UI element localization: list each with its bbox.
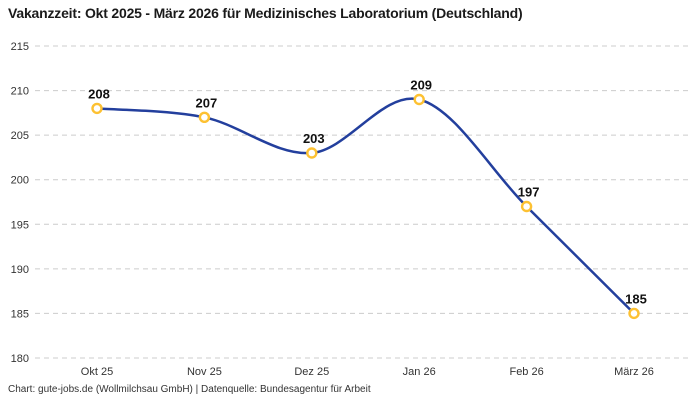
data-point-label: 203 <box>303 131 325 146</box>
y-tick-label: 215 <box>11 41 29 53</box>
x-tick-label: Feb 26 <box>509 366 543 378</box>
y-tick-label: 200 <box>11 175 29 187</box>
x-tick-label: Dez 25 <box>294 366 329 378</box>
chart-title: Vakanzzeit: Okt 2025 - März 2026 für Med… <box>8 5 523 21</box>
data-point-marker <box>628 307 640 320</box>
x-tick-label: März 26 <box>614 366 654 378</box>
data-point-marker <box>520 200 533 213</box>
x-tick-label: Okt 25 <box>81 366 113 378</box>
y-tick-label: 180 <box>11 353 29 365</box>
data-point-marker <box>413 93 425 106</box>
x-tick-label: Nov 25 <box>187 366 222 378</box>
y-tick-label: 185 <box>11 308 29 320</box>
data-point-label: 197 <box>518 185 540 200</box>
y-tick-label: 190 <box>11 264 29 276</box>
data-point-label: 207 <box>196 95 218 110</box>
y-tick-label: 210 <box>11 86 29 98</box>
data-point-marker <box>91 102 103 115</box>
data-point-marker <box>198 111 211 124</box>
series-line <box>95 97 636 315</box>
x-tick-label: Jan 26 <box>403 366 436 378</box>
data-point-label: 185 <box>625 291 647 306</box>
y-tick-label: 195 <box>11 219 29 231</box>
data-point-label: 209 <box>410 78 432 93</box>
data-point-marker <box>306 147 318 159</box>
data-point-label: 208 <box>88 86 110 101</box>
y-tick-label: 205 <box>11 130 29 142</box>
attribution-text: Chart: gute-jobs.de (Wollmilchsau GmbH) … <box>8 384 371 395</box>
